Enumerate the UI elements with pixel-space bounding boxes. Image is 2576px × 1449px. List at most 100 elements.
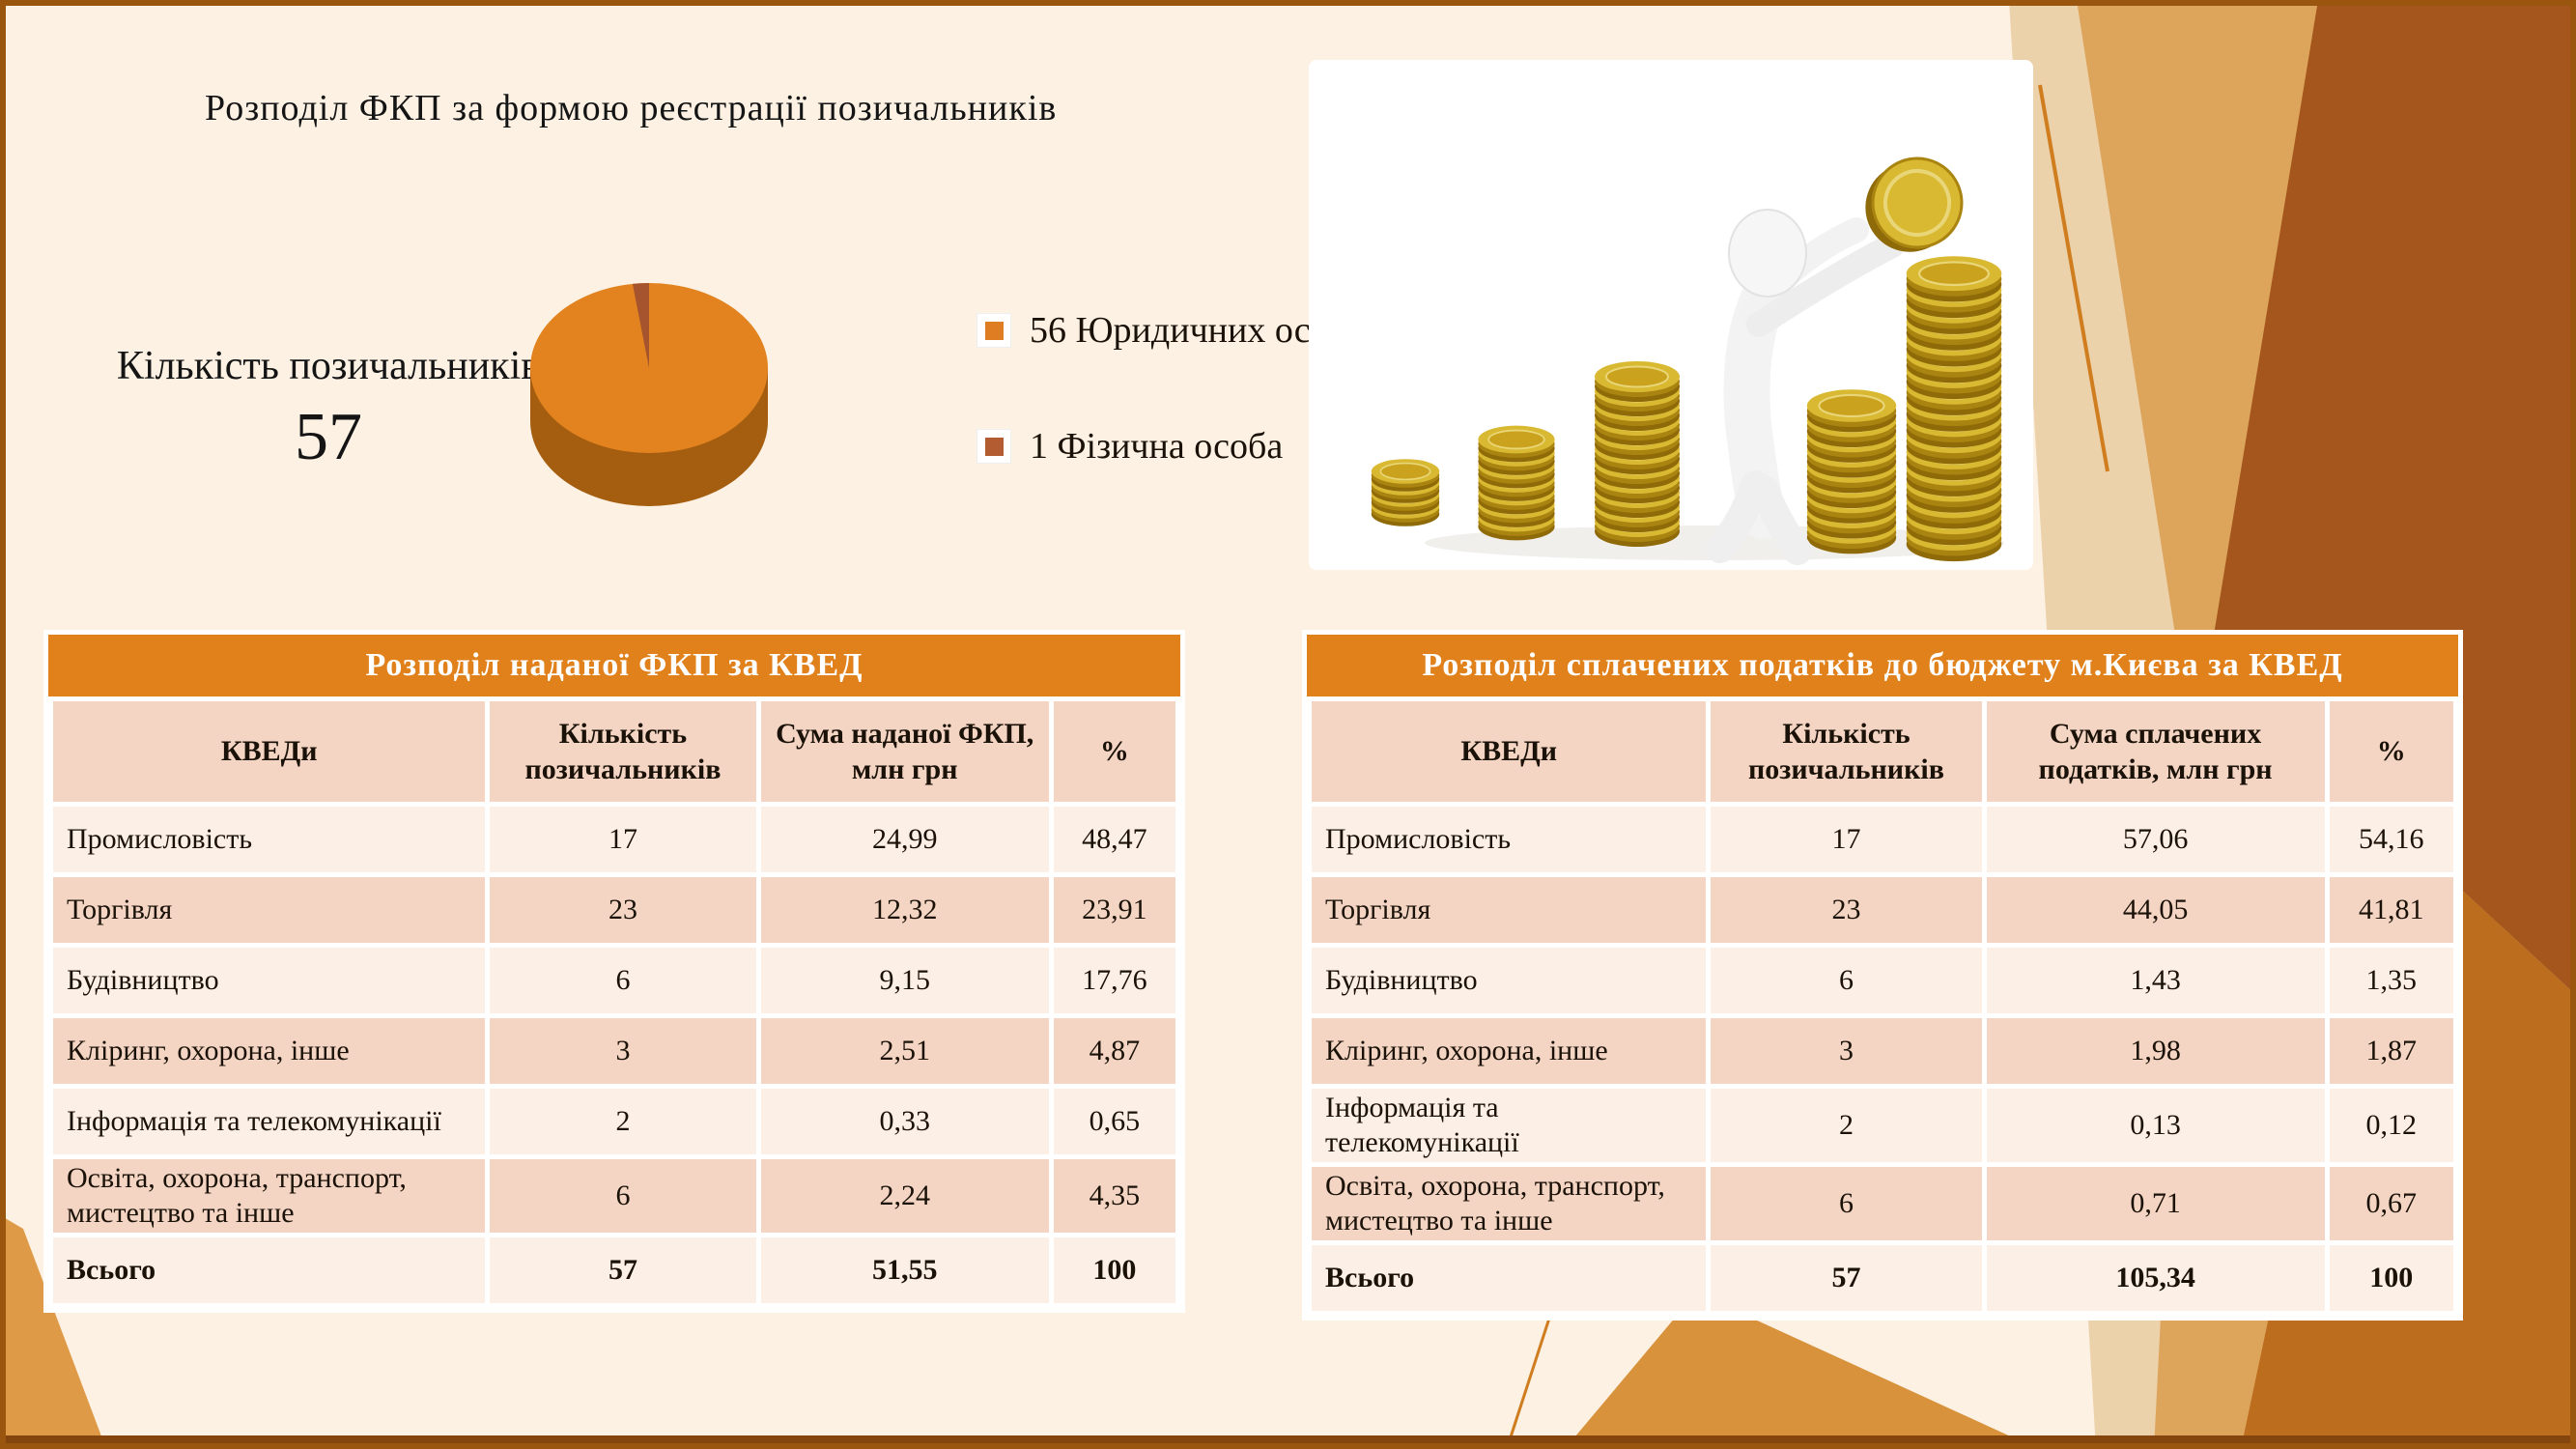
cell-count: 3 xyxy=(490,1018,756,1084)
page-title: Розподіл ФКП за формою реєстрації позича… xyxy=(205,88,1058,128)
legend-label: 1 Фізична особа xyxy=(1030,426,1284,467)
cell-kved: Торгівля xyxy=(53,877,486,943)
cell-count: 6 xyxy=(490,948,756,1013)
col-header-kved: КВЕДи xyxy=(53,701,486,802)
cell-sum: 57,06 xyxy=(1986,807,2325,872)
cell-kved: Інформація та телекомунікації xyxy=(53,1089,486,1154)
cell-count: 2 xyxy=(1711,1089,1982,1162)
cell-total-sum: 105,34 xyxy=(1986,1245,2325,1311)
table-row: Інформація та телекомунікації 2 0,13 0,1… xyxy=(1312,1089,2453,1162)
taxes-table: КВЕДи Кількість позичальників Сума сплач… xyxy=(1307,696,2458,1316)
cell-kved: Освіта, охорона, транспорт, мистецтво та… xyxy=(1312,1167,1707,1240)
cell-pct: 0,12 xyxy=(2329,1089,2453,1162)
table-header-row: КВЕДи Кількість позичальників Сума надан… xyxy=(53,701,1175,802)
coin-stack xyxy=(1372,459,1439,526)
cell-kved: Інформація та телекомунікації xyxy=(1312,1089,1707,1162)
cell-pct: 1,35 xyxy=(2329,948,2453,1013)
cell-total-count: 57 xyxy=(1711,1245,1982,1311)
cell-pct: 1,87 xyxy=(2329,1018,2453,1084)
cell-pct: 0,67 xyxy=(2329,1167,2453,1240)
cell-pct: 0,65 xyxy=(1053,1089,1175,1154)
cell-sum: 9,15 xyxy=(760,948,1049,1013)
bg-wedge-bottom-left xyxy=(0,1215,106,1449)
legend-item-juridical: 56 Юридичних осіб xyxy=(977,307,1340,354)
cell-count: 2 xyxy=(490,1089,756,1154)
legend-item-physical: 1 Фізична особа xyxy=(977,423,1340,469)
pie-legend: 56 Юридичних осіб 1 Фізична особа xyxy=(977,307,1340,469)
cell-total-count: 57 xyxy=(490,1237,756,1303)
cell-count: 6 xyxy=(490,1159,756,1233)
cell-count: 17 xyxy=(490,807,756,872)
coins-photo xyxy=(1309,60,2033,570)
bg-wedge-mid-tan xyxy=(2077,0,2395,1449)
cell-pct: 23,91 xyxy=(1053,877,1175,943)
cell-sum: 24,99 xyxy=(760,807,1049,872)
col-header-pct: % xyxy=(2329,701,2453,802)
cell-pct: 41,81 xyxy=(2329,877,2453,943)
cell-sum: 2,24 xyxy=(760,1159,1049,1233)
col-header-sum: Сума наданої ФКП, млн грн xyxy=(760,701,1049,802)
table-title-taxes: Розподіл сплачених податків до бюджету м… xyxy=(1307,635,2458,696)
bg-accent-line-right xyxy=(2038,84,2109,472)
coin-stack xyxy=(1594,360,1681,547)
cell-pct: 48,47 xyxy=(1053,807,1175,872)
table-row: Будівництво 6 9,15 17,76 xyxy=(53,948,1175,1013)
table-row: Освіта, охорона, транспорт, мистецтво та… xyxy=(53,1159,1175,1233)
table-row: Промисловість 17 24,99 48,47 xyxy=(53,807,1175,872)
table-row: Кліринг, охорона, інше 3 2,51 4,87 xyxy=(53,1018,1175,1084)
cell-kved: Кліринг, охорона, інше xyxy=(1312,1018,1707,1084)
table-row: Освіта, охорона, транспорт, мистецтво та… xyxy=(1312,1167,2453,1240)
cell-kved: Будівництво xyxy=(53,948,486,1013)
cell-kved: Промисловість xyxy=(53,807,486,872)
col-header-count: Кількість позичальників xyxy=(490,701,756,802)
col-header-count: Кількість позичальників xyxy=(1711,701,1982,802)
cell-sum: 1,43 xyxy=(1986,948,2325,1013)
cell-kved: Торгівля xyxy=(1312,877,1707,943)
pie-slice-physical xyxy=(632,283,649,368)
cell-sum: 12,32 xyxy=(760,877,1049,943)
cell-kved: Будівництво xyxy=(1312,948,1707,1013)
cell-sum: 0,13 xyxy=(1986,1089,2325,1162)
cell-total-sum: 51,55 xyxy=(760,1237,1049,1303)
cell-total-label: Всього xyxy=(1312,1245,1707,1311)
cell-count: 6 xyxy=(1711,1167,1982,1240)
pie-chart xyxy=(502,259,802,520)
cell-pct: 17,76 xyxy=(1053,948,1175,1013)
table-row: Інформація та телекомунікації 2 0,33 0,6… xyxy=(53,1089,1175,1154)
cell-total-pct: 100 xyxy=(1053,1237,1175,1303)
cell-sum: 0,33 xyxy=(760,1089,1049,1154)
legend-label: 56 Юридичних осіб xyxy=(1030,310,1340,351)
cell-pct: 4,35 xyxy=(1053,1159,1175,1233)
table-row: Торгівля 23 44,05 41,81 xyxy=(1312,877,2453,943)
table-taxes-by-kved: Розподіл сплачених податків до бюджету м… xyxy=(1302,630,2463,1321)
table-row: Будівництво 6 1,43 1,35 xyxy=(1312,948,2453,1013)
table-total-row: Всього 57 51,55 100 xyxy=(53,1237,1175,1303)
table-fkp-by-kved: Розподіл наданої ФКП за КВЕД КВЕДи Кільк… xyxy=(43,630,1185,1313)
cell-count: 23 xyxy=(490,877,756,943)
borrowers-label: Кількість позичальників xyxy=(116,344,541,388)
table-row: Кліринг, охорона, інше 3 1,98 1,87 xyxy=(1312,1018,2453,1084)
legend-marker-juridical-icon xyxy=(977,314,1010,347)
coin-stack xyxy=(1477,424,1556,541)
cell-pct: 54,16 xyxy=(2329,807,2453,872)
bg-wedge-bottom-center xyxy=(1565,1293,2038,1449)
coin-stack xyxy=(1805,388,1898,554)
cell-pct: 4,87 xyxy=(1053,1018,1175,1084)
held-coin xyxy=(1865,156,1964,252)
cell-count: 3 xyxy=(1711,1018,1982,1084)
cell-count: 17 xyxy=(1711,807,1982,872)
borrowers-block: Кількість позичальників 57 xyxy=(116,340,541,476)
col-header-sum: Сума сплачених податків, млн грн xyxy=(1986,701,2325,802)
cell-sum: 2,51 xyxy=(760,1018,1049,1084)
figure-3d xyxy=(1706,209,1905,565)
col-header-kved: КВЕДи xyxy=(1312,701,1707,802)
cell-count: 6 xyxy=(1711,948,1982,1013)
coin-stack-tall xyxy=(1905,255,2003,561)
cell-kved: Освіта, охорона, транспорт, мистецтво та… xyxy=(53,1159,486,1233)
table-title-fkp: Розподіл наданої ФКП за КВЕД xyxy=(48,635,1180,696)
col-header-pct: % xyxy=(1053,701,1175,802)
borrowers-count: 57 xyxy=(295,399,362,474)
cell-kved: Кліринг, охорона, інше xyxy=(53,1018,486,1084)
legend-marker-physical-icon xyxy=(977,430,1010,463)
